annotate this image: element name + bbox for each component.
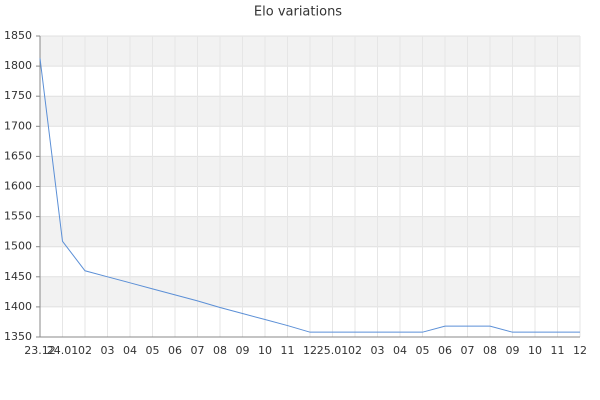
y-tick-label: 1550 (4, 210, 32, 223)
x-tick-label: 06 (168, 344, 182, 357)
x-tick-label: 08 (483, 344, 497, 357)
x-tick-label: 09 (506, 344, 520, 357)
y-tick-label: 1400 (4, 300, 32, 313)
line (39, 58, 580, 333)
x-tick-label: 04 (123, 344, 137, 357)
y-tick-label: 1850 (4, 29, 32, 42)
y-tick-label: 1450 (4, 270, 32, 283)
x-tick-label: 12 (303, 344, 317, 357)
x-tick-label: 02 (348, 344, 362, 357)
x-tick-label: 11 (551, 344, 565, 357)
chart-title: Elo variations (254, 5, 342, 20)
x-tick-label: 05 (146, 344, 160, 357)
x-tick-label: 07 (461, 344, 475, 357)
x-tick-label: 10 (528, 344, 542, 357)
y-tick-label: 1700 (4, 119, 32, 132)
x-tick-label: 08 (213, 344, 227, 357)
x-tick-label: 25.01 (317, 344, 349, 357)
y-tick-label: 1500 (4, 240, 32, 253)
y-tick-label: 1750 (4, 89, 32, 102)
x-tick-label: 03 (101, 344, 115, 357)
x-tick-label: 12 (573, 344, 587, 357)
x-tick-label: 03 (371, 344, 385, 357)
x-tick-label: 07 (191, 344, 205, 357)
y-tick-label: 1800 (4, 59, 32, 72)
y-tick-label: 1600 (4, 180, 32, 193)
x-tick-label: 24.01 (47, 344, 79, 357)
x-tick-label: 11 (281, 344, 295, 357)
y-tick-label: 1650 (4, 149, 32, 162)
y-tick-label: 1350 (4, 330, 32, 343)
x-tick-label: 23.12 (24, 344, 56, 357)
x-tick-label: 05 (416, 344, 430, 357)
x-tick-label: 09 (236, 344, 250, 357)
x-tick-label: 10 (258, 344, 272, 357)
x-tick-label: 06 (438, 344, 452, 357)
x-tick-label: 02 (78, 344, 92, 357)
x-tick-label: 04 (393, 344, 407, 357)
